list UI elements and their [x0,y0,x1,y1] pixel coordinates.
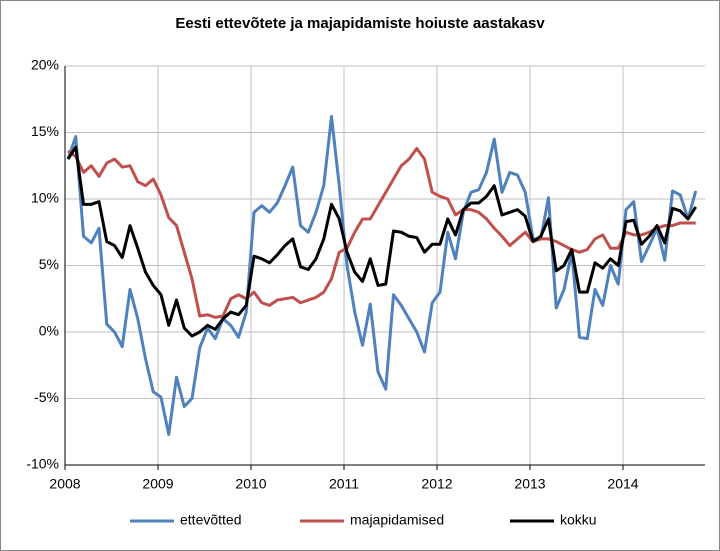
y-tick-label: -5% [34,389,59,405]
x-tick-label: 2009 [142,476,173,492]
y-tick-label: 0% [39,323,59,339]
y-tick-label: 20% [31,57,59,73]
x-tick-label: 2014 [607,476,638,492]
series-line [67,146,696,319]
legend-label: kokku [560,512,597,528]
y-tick-label: -10% [26,456,59,472]
x-tick-label: 2008 [49,476,80,492]
chart-title: Eesti ettevõtete ja majapidamiste hoiust… [175,15,545,32]
x-tick-label: 2010 [235,476,266,492]
x-tick-label: 2012 [421,476,452,492]
x-tick-label: 2011 [329,476,359,492]
x-tick-label: 2013 [514,476,545,492]
y-tick-label: 15% [31,123,59,139]
y-tick-label: 10% [31,190,59,206]
y-tick-label: 5% [39,256,59,272]
series-line [66,145,698,338]
series-line [66,115,698,436]
legend-label: majapidamised [350,512,444,528]
legend-label: ettevõtted [180,512,242,528]
